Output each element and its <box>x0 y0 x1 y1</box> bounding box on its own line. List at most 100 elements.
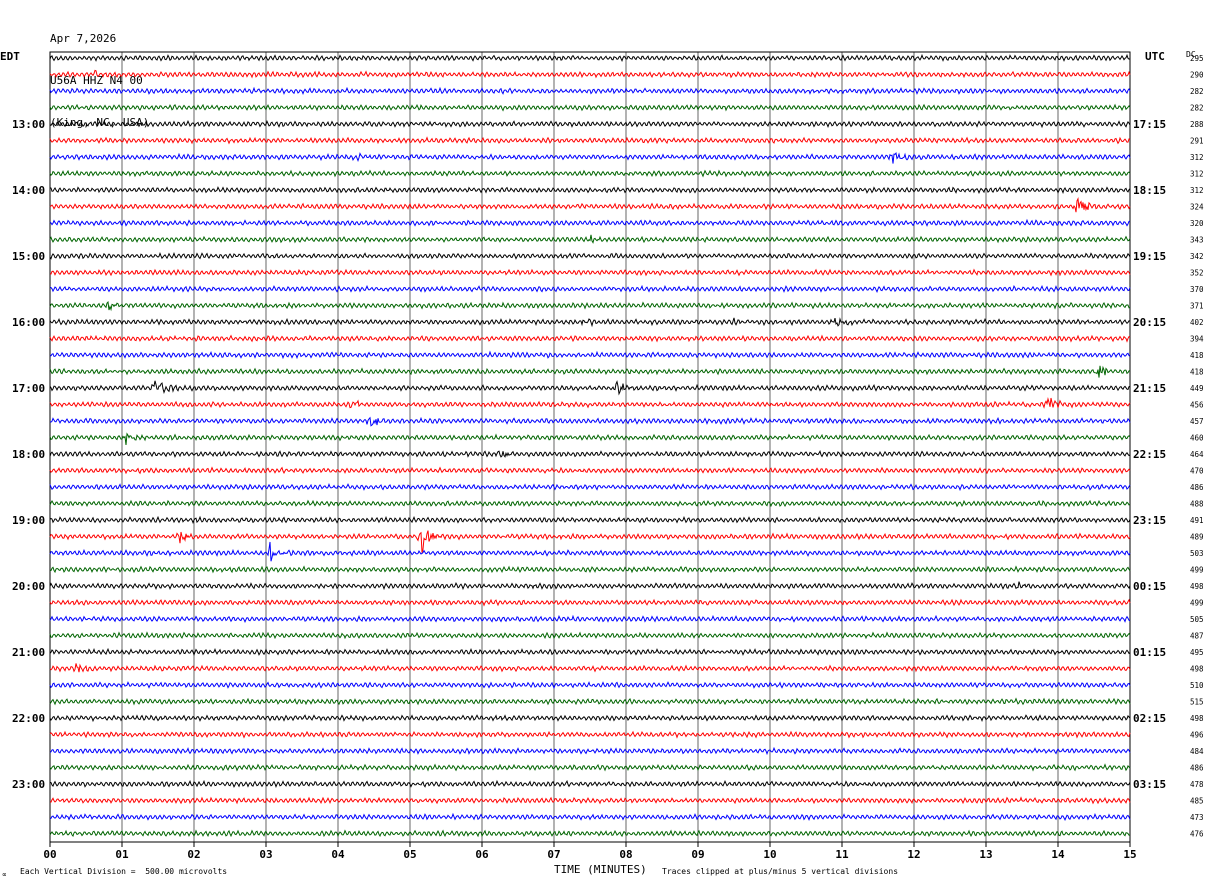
dc-offset-label: 320 <box>1190 219 1204 228</box>
seismic-trace <box>49 119 1131 129</box>
dc-offset-label: 418 <box>1190 351 1204 360</box>
dc-offset-label: 470 <box>1190 467 1204 476</box>
dc-offset-label: 498 <box>1190 714 1204 723</box>
seismic-trace <box>49 647 1131 656</box>
left-time-label: 19:00 <box>12 514 45 527</box>
seismic-trace <box>49 380 1131 396</box>
left-time-label: 20:00 <box>12 580 45 593</box>
seismic-trace <box>49 136 1131 145</box>
seismic-trace <box>49 515 1131 524</box>
left-time-label: 23:00 <box>12 778 45 791</box>
seismic-trace <box>49 218 1131 227</box>
dc-offset-label: 496 <box>1190 731 1204 740</box>
seismic-trace <box>49 397 1131 409</box>
x-tick-label: 14 <box>1051 848 1065 861</box>
seismic-trace <box>49 151 1131 164</box>
seismic-trace <box>49 317 1131 328</box>
dc-offset-label: 456 <box>1190 401 1204 410</box>
seismic-trace <box>49 796 1131 805</box>
seismic-trace <box>49 449 1131 458</box>
dc-offset-label: 457 <box>1190 417 1204 426</box>
dc-offset-label: 449 <box>1190 384 1204 393</box>
seismic-trace <box>49 565 1131 574</box>
right-time-label: 21:15 <box>1133 382 1166 395</box>
dc-offset-label: 485 <box>1190 797 1204 806</box>
dc-offset-label: 489 <box>1190 533 1204 542</box>
dc-offset-label: 290 <box>1190 71 1204 80</box>
dc-offset-label: 484 <box>1190 747 1204 756</box>
dc-offset-label: 510 <box>1190 681 1204 690</box>
seismic-trace <box>49 663 1131 673</box>
dc-offset-label: 295 <box>1190 54 1204 63</box>
seismic-trace <box>49 334 1131 343</box>
right-time-label: 20:15 <box>1133 316 1166 329</box>
dc-offset-label: 505 <box>1190 615 1204 624</box>
dc-offset-label: 291 <box>1190 137 1204 146</box>
left-time-label: 14:00 <box>12 184 45 197</box>
seismic-trace <box>49 541 1131 562</box>
right-timezone-label: UTC <box>1145 50 1165 63</box>
seismic-trace <box>49 53 1131 63</box>
left-time-label: 18:00 <box>12 448 45 461</box>
seismic-trace <box>49 697 1131 706</box>
seismic-trace <box>49 466 1131 475</box>
seismic-trace <box>49 829 1131 838</box>
right-time-label: 00:15 <box>1133 580 1166 593</box>
dc-offset-label: 491 <box>1190 516 1204 525</box>
seismic-trace <box>49 86 1131 95</box>
footer-glyph: ∝ <box>2 870 7 879</box>
seismic-trace <box>49 365 1131 378</box>
x-tick-label: 04 <box>331 848 345 861</box>
dc-offset-label: 418 <box>1190 368 1204 377</box>
dc-offset-label: 282 <box>1190 87 1204 96</box>
dc-offset-label: 324 <box>1190 203 1204 212</box>
dc-offset-label: 503 <box>1190 549 1204 558</box>
seismic-trace <box>49 103 1131 112</box>
dc-offset-label: 478 <box>1190 780 1204 789</box>
left-time-label: 22:00 <box>12 712 45 725</box>
seismic-trace <box>49 763 1131 772</box>
x-tick-label: 03 <box>259 848 272 861</box>
seismic-trace <box>49 812 1131 821</box>
left-time-label: 21:00 <box>12 646 45 659</box>
x-tick-label: 15 <box>1123 848 1136 861</box>
dc-offset-label: 498 <box>1190 665 1204 674</box>
dc-offset-label: 394 <box>1190 335 1204 344</box>
x-tick-label: 05 <box>403 848 416 861</box>
seismic-trace <box>49 169 1131 178</box>
seismic-trace <box>49 186 1131 195</box>
x-tick-label: 07 <box>547 848 560 861</box>
dc-header: DC <box>1186 50 1196 59</box>
seismic-trace <box>49 482 1131 492</box>
seismic-trace <box>49 581 1131 591</box>
seismic-trace <box>49 350 1131 360</box>
right-time-label: 19:15 <box>1133 250 1166 263</box>
right-time-label: 02:15 <box>1133 712 1166 725</box>
dc-offset-label: 473 <box>1190 813 1204 822</box>
dc-offset-label: 343 <box>1190 236 1204 245</box>
seismic-trace <box>49 614 1131 624</box>
x-tick-label: 06 <box>475 848 489 861</box>
x-tick-label: 00 <box>43 848 56 861</box>
dc-offset-label: 312 <box>1190 186 1204 195</box>
left-time-label: 16:00 <box>12 316 45 329</box>
seismic-trace <box>49 416 1131 427</box>
right-time-label: 23:15 <box>1133 514 1166 527</box>
x-tick-label: 12 <box>907 848 920 861</box>
x-tick-label: 02 <box>187 848 200 861</box>
plot-frame <box>49 51 1131 843</box>
clip-note: Traces clipped at plus/minus 5 vertical … <box>662 867 899 876</box>
right-time-label: 17:15 <box>1133 118 1166 131</box>
dc-offset-label: 312 <box>1190 170 1204 179</box>
right-time-label: 22:15 <box>1133 448 1166 461</box>
seismic-trace <box>49 251 1131 260</box>
dc-offset-label: 371 <box>1190 302 1204 311</box>
seismic-trace <box>49 598 1131 607</box>
right-time-label: 03:15 <box>1133 778 1166 791</box>
right-time-label: 18:15 <box>1133 184 1166 197</box>
dc-offset-label: 342 <box>1190 252 1204 261</box>
x-tick-label: 10 <box>763 848 776 861</box>
dc-offset-label: 486 <box>1190 483 1204 492</box>
seismic-trace <box>49 432 1131 445</box>
